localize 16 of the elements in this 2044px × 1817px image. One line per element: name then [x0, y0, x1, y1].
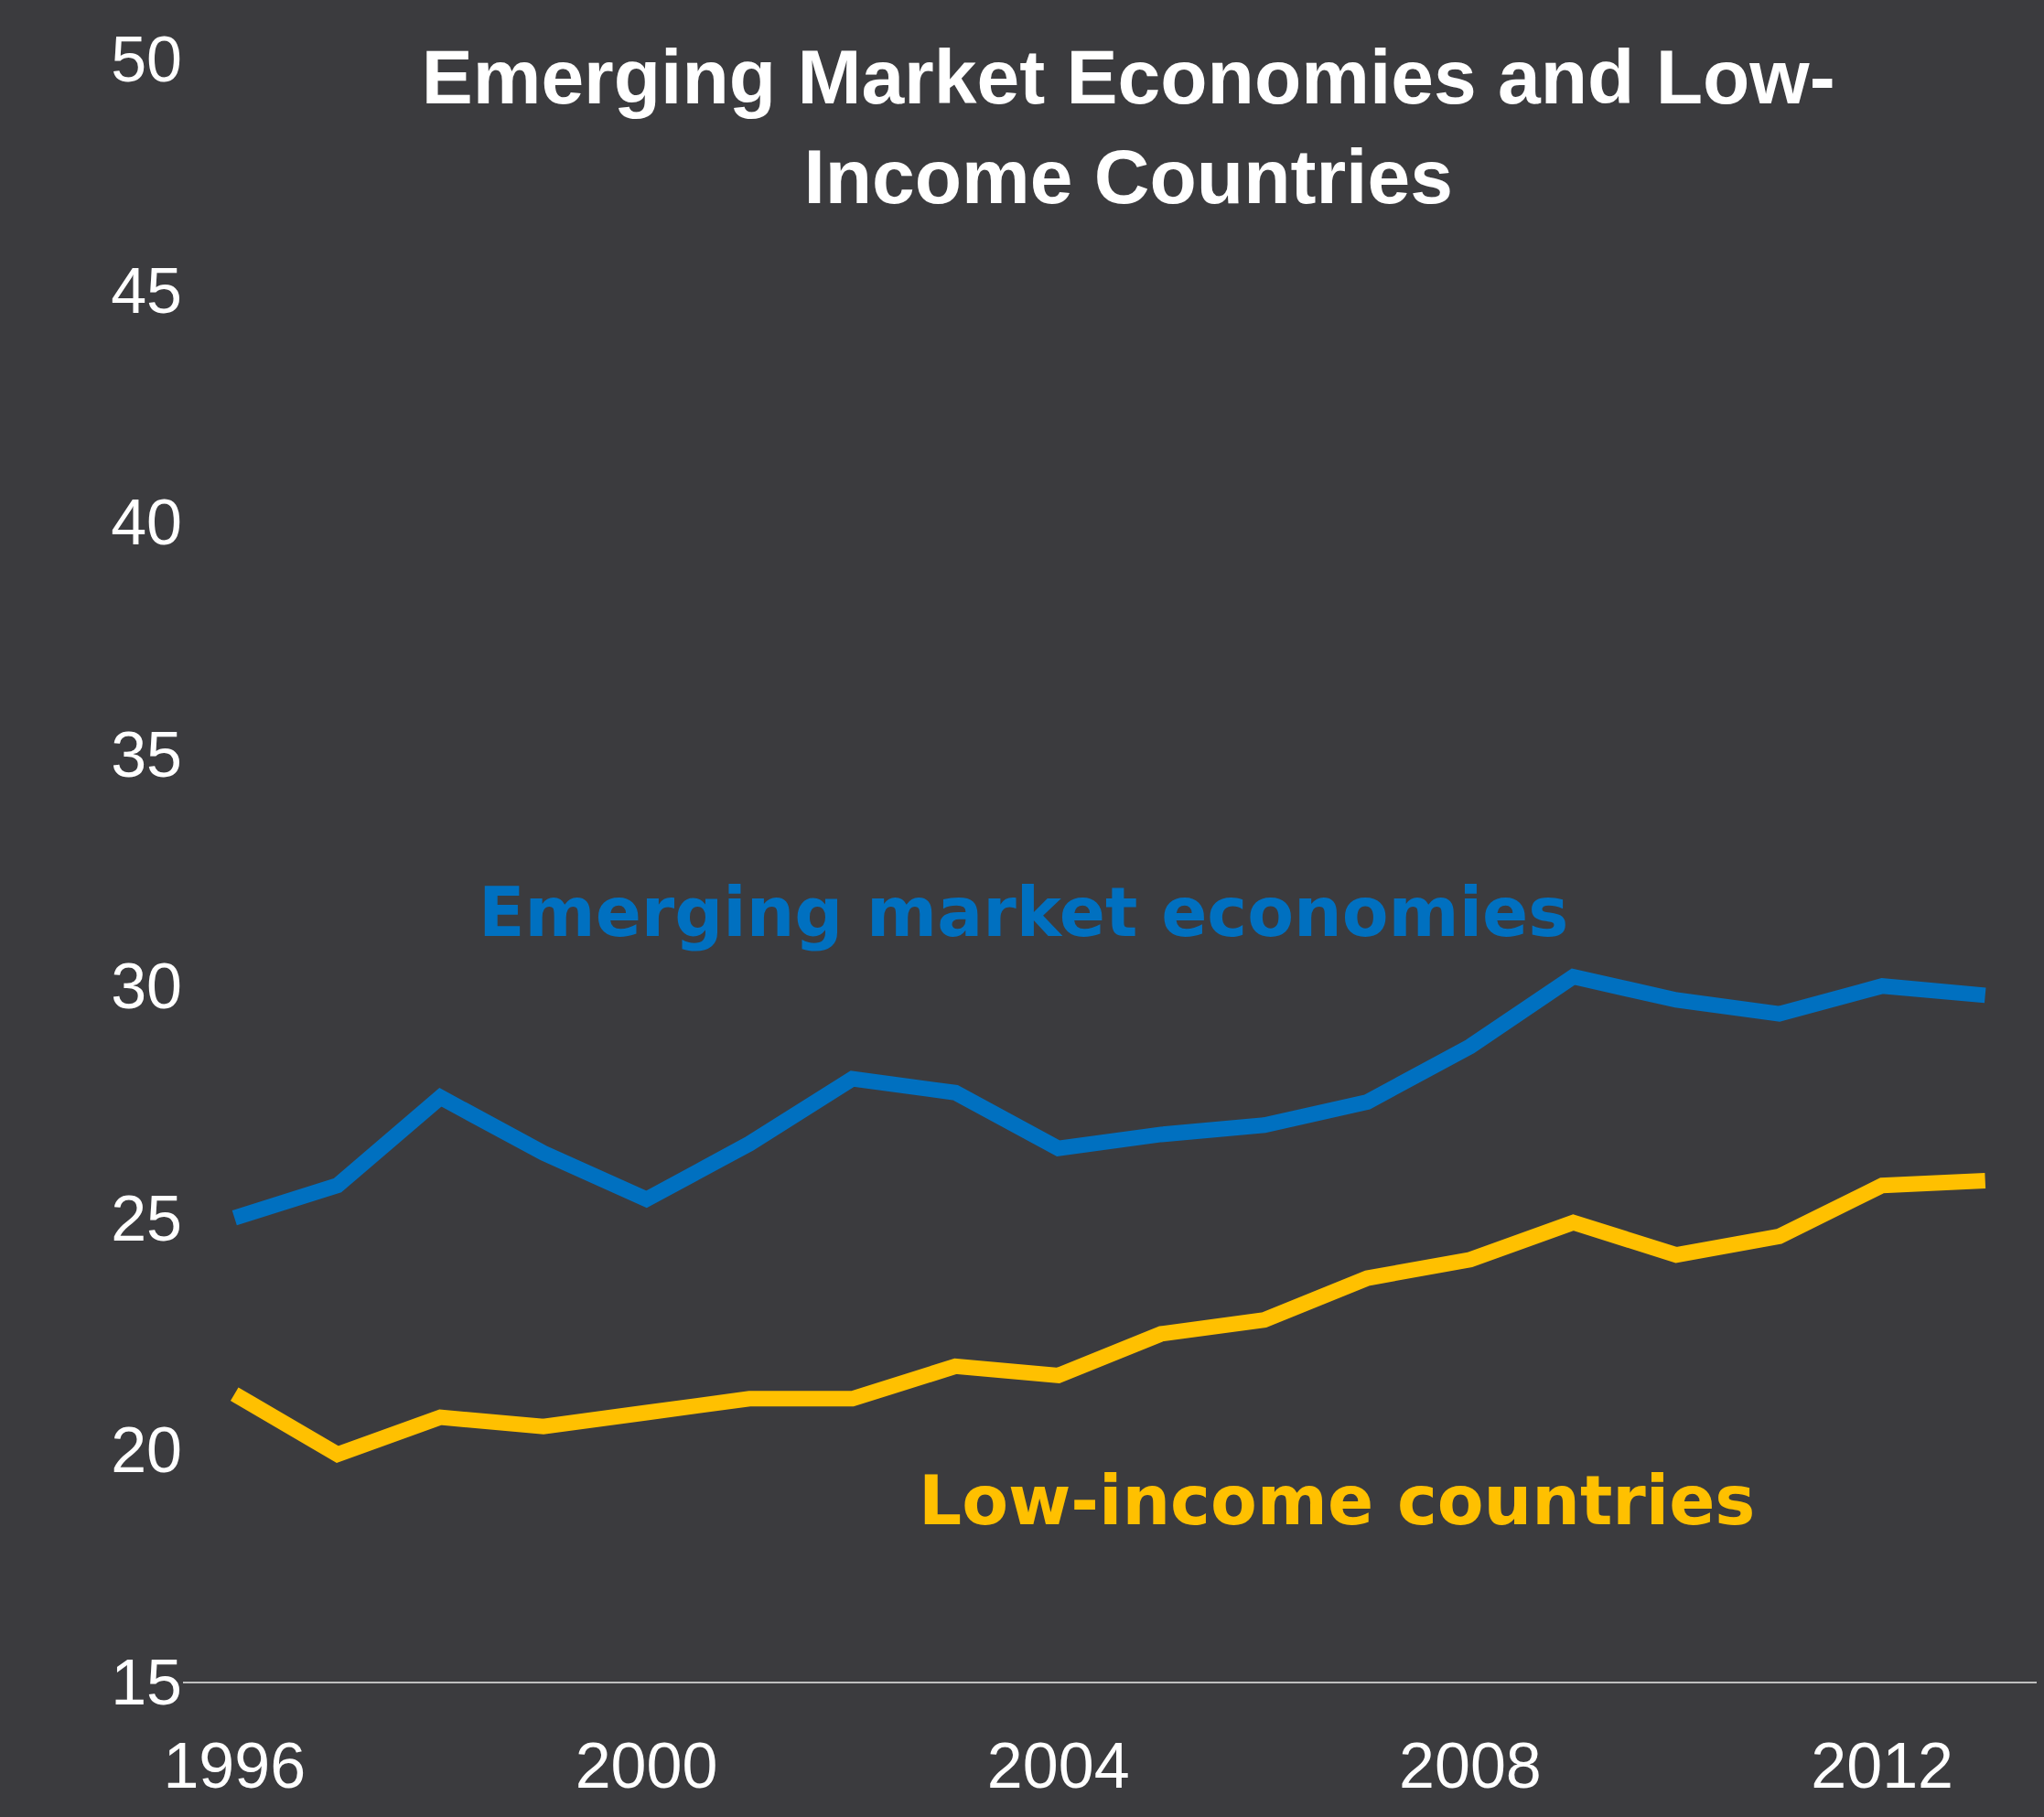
x-tick-label: 2000 — [575, 1730, 718, 1801]
y-tick-label: 50 — [111, 23, 182, 95]
y-tick-label: 15 — [111, 1646, 182, 1718]
series-label: Low-income countries — [919, 1461, 1756, 1540]
x-tick-label: 1996 — [163, 1730, 307, 1801]
y-tick-label: 20 — [111, 1414, 182, 1487]
y-tick-label: 25 — [111, 1182, 182, 1254]
series-label: Emerging market economies — [479, 873, 1569, 952]
y-tick-label: 35 — [111, 718, 182, 790]
x-tick-label: 2004 — [986, 1730, 1130, 1801]
x-tick-label: 2008 — [1399, 1730, 1542, 1801]
y-tick-label: 30 — [111, 951, 182, 1023]
y-tick-label: 40 — [111, 487, 182, 559]
x-tick-label: 2012 — [1811, 1730, 1954, 1801]
y-tick-label: 45 — [111, 254, 182, 327]
chart-title: Emerging Market Economies and Low-Income Countries — [421, 34, 1835, 220]
